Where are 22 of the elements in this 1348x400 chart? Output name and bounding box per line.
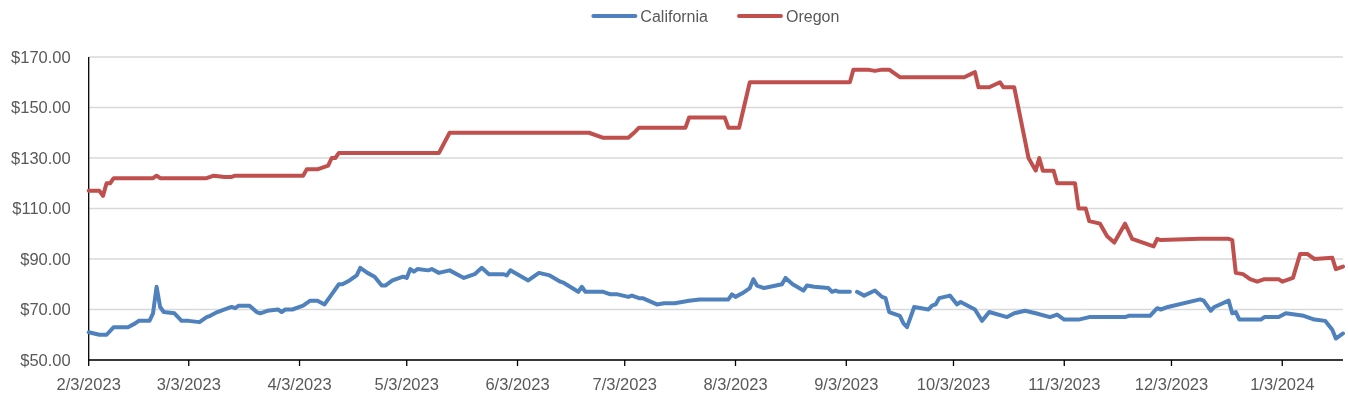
x-tick-label: 12/3/2023 xyxy=(1134,375,1209,393)
x-tick-label: 1/3/2024 xyxy=(1250,375,1315,393)
x-tick-label: 9/3/2023 xyxy=(814,375,879,393)
x-tick-label: 2/3/2023 xyxy=(56,375,121,393)
x-tick-label: 11/3/2023 xyxy=(1028,375,1101,393)
x-tick-label: 5/3/2023 xyxy=(374,375,439,393)
y-tick-label: $150.00 xyxy=(11,98,71,117)
y-tick-label: $130.00 xyxy=(11,148,71,167)
y-tick-label: $70.00 xyxy=(20,300,71,319)
line-series xyxy=(86,67,1345,284)
legend-label: Oregon xyxy=(785,7,840,25)
y-tick-label: $50.00 xyxy=(20,350,71,369)
y-tick-label: $90.00 xyxy=(20,249,71,268)
y-tick-label: $170.00 xyxy=(11,47,71,66)
legend-label: California xyxy=(640,7,709,25)
y-tick-label: $110.00 xyxy=(12,199,71,218)
x-tick-label: 7/3/2023 xyxy=(592,375,657,393)
x-tick-label: 4/3/2023 xyxy=(267,375,332,393)
x-tick-label: 10/3/2023 xyxy=(916,375,991,393)
x-tick-label: 6/3/2023 xyxy=(485,375,550,393)
x-tick-label: 3/3/2023 xyxy=(156,375,221,393)
x-tick-label: 8/3/2023 xyxy=(703,375,768,393)
